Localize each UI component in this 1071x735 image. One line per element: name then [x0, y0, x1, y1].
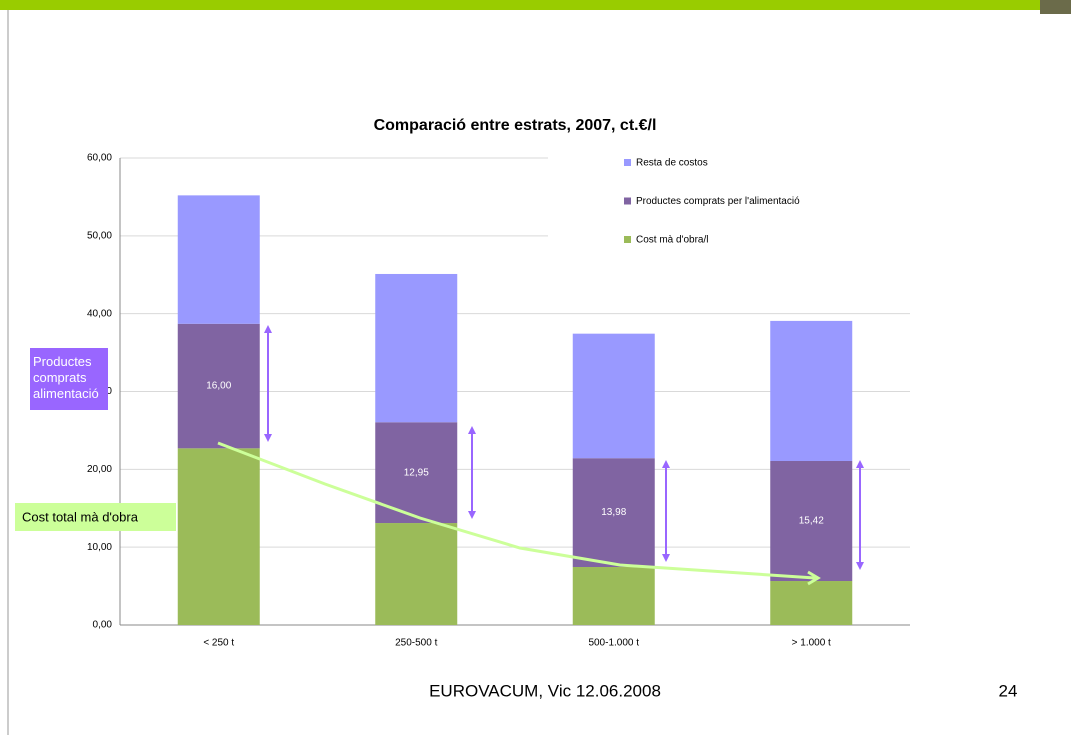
x-tick-label: > 1.000 t	[792, 638, 831, 649]
bar-segment	[572, 333, 655, 459]
legend-swatch	[624, 197, 631, 205]
callout-text: Productes comprats alimentació	[33, 354, 99, 401]
legend-label: Cost mà d'obra/l	[636, 235, 709, 246]
page-number: 24	[999, 681, 1018, 700]
bar-segment	[375, 273, 458, 423]
y-tick-label: 40,00	[87, 308, 112, 319]
legend-swatch	[624, 236, 631, 243]
callout-text: Cost total mà d'obra	[22, 509, 139, 524]
y-tick-label: 10,00	[87, 542, 112, 553]
data-label: 12,95	[404, 467, 429, 478]
annotations: Productes comprats alimentació Cost tota…	[15, 325, 864, 586]
callout-box	[15, 503, 176, 531]
y-tick-label: 50,00	[87, 230, 112, 241]
trend-arrow	[217, 441, 816, 580]
callout-box	[30, 348, 108, 410]
bar-segment	[770, 461, 853, 582]
bar-segment	[572, 567, 655, 625]
data-label: 16,00	[206, 381, 231, 392]
chart: Comparació entre estrats, 2007, ct.€/l 0…	[87, 117, 910, 649]
x-tick-label: 250-500 t	[395, 638, 437, 649]
bar-segment	[770, 320, 853, 462]
y-tick-label: 60,00	[87, 153, 112, 164]
y-tick-label: 20,00	[87, 464, 112, 475]
data-label: 15,42	[799, 516, 824, 527]
bar-segment	[177, 195, 260, 324]
x-tick-label: < 250 t	[203, 638, 234, 649]
top-band	[0, 0, 1071, 10]
chart-title: Comparació entre estrats, 2007, ct.€/l	[374, 117, 657, 134]
legend-label: Productes comprats per l'alimentació	[636, 196, 800, 207]
bar-segment	[177, 448, 260, 625]
logo-corner	[1040, 0, 1071, 14]
legend-swatch	[624, 159, 631, 166]
legend-label: Resta de costos	[636, 158, 708, 169]
legend-box	[548, 140, 910, 262]
bar-segment	[770, 581, 853, 625]
bar-segment	[572, 458, 655, 568]
x-tick-label: 500-1.000 t	[588, 638, 639, 649]
data-label: 13,98	[601, 507, 626, 518]
bar-segment	[177, 323, 260, 449]
y-tick-label: 0,00	[93, 620, 113, 631]
footer: EUROVACUM, Vic 12.06.2008	[429, 681, 661, 700]
arrow-head	[807, 570, 821, 586]
callout: Productes comprats alimentació	[33, 354, 99, 401]
bar-segment	[375, 523, 458, 625]
